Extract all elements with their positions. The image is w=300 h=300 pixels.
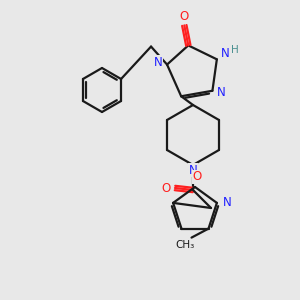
Text: N: N [154,56,162,69]
Text: O: O [180,10,189,23]
Text: N: N [223,196,231,209]
Text: H: H [231,45,239,55]
Text: CH₃: CH₃ [175,240,194,250]
Text: N: N [220,47,229,60]
Text: N: N [189,164,197,176]
Text: O: O [192,170,202,184]
Text: O: O [161,182,171,194]
Text: N: N [217,86,226,99]
